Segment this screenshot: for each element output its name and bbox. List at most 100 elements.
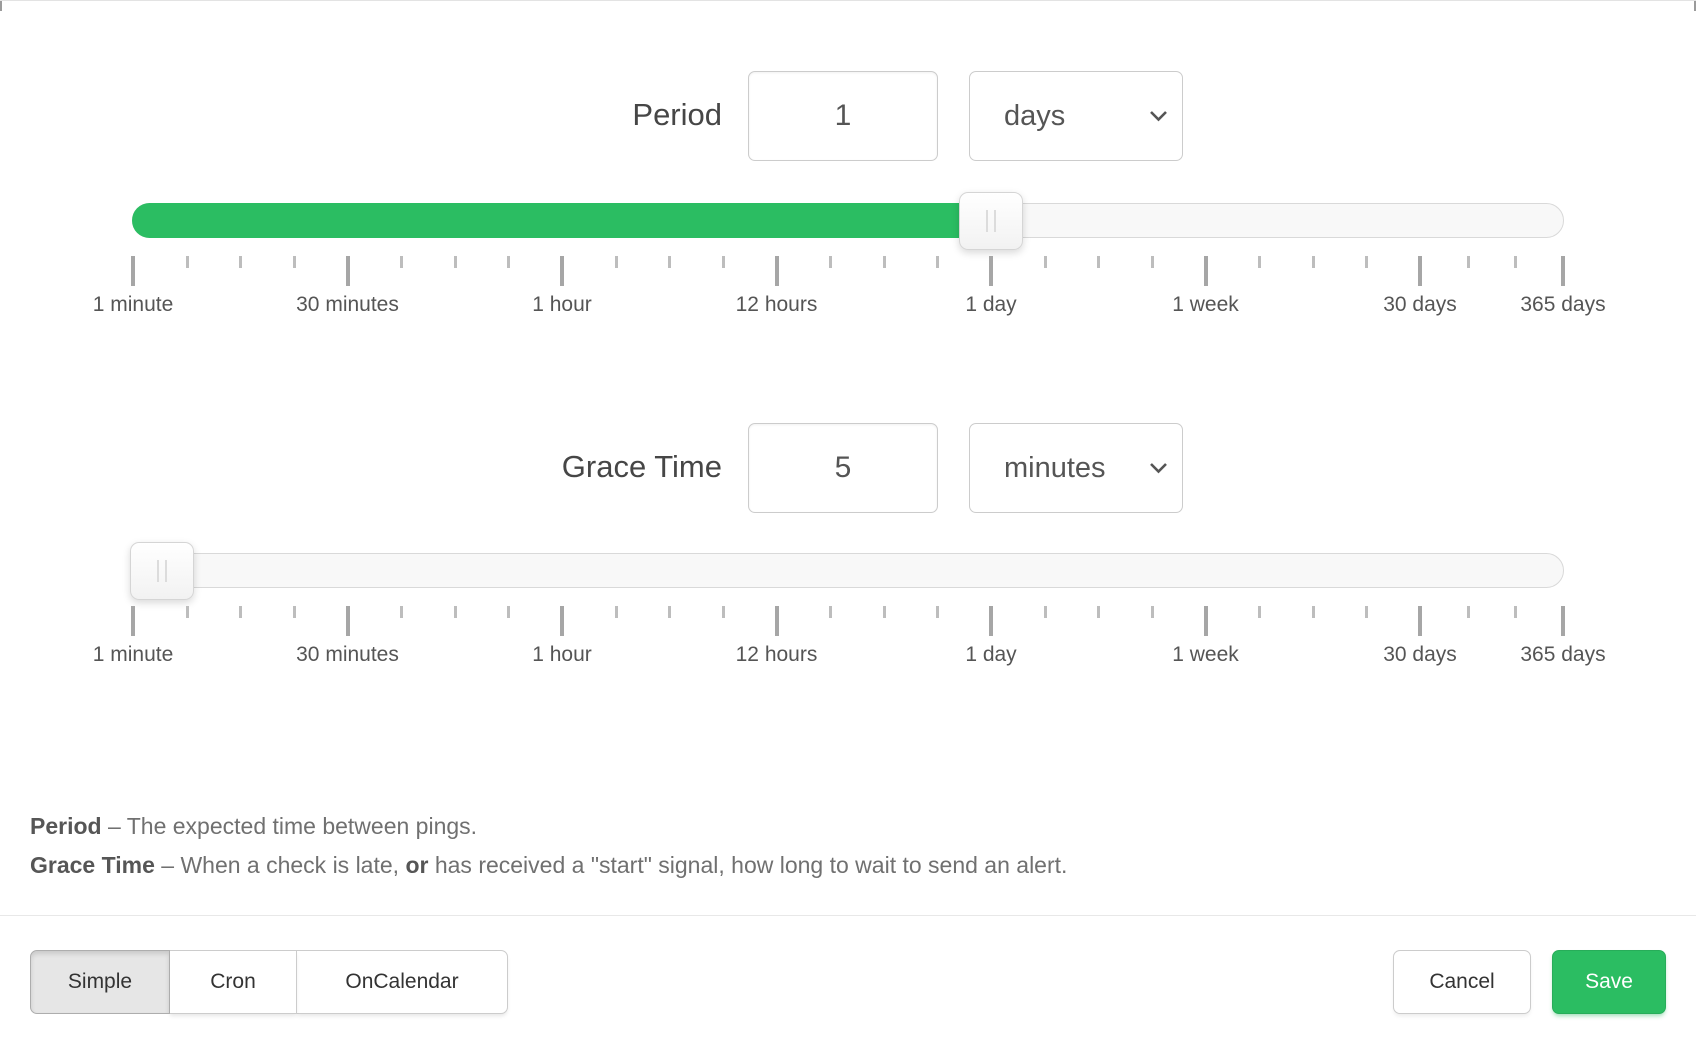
tick-minor (614, 256, 618, 268)
tick-major (1418, 606, 1422, 636)
tick-minor (1258, 606, 1262, 618)
tick-label: 1 hour (532, 293, 592, 316)
tick-major (1561, 606, 1565, 636)
tick-major (1203, 256, 1208, 286)
tick-major (1418, 256, 1422, 286)
tick-minor (936, 606, 940, 618)
tick-label: 1 minute (92, 293, 174, 316)
tick-label: 30 days (1383, 293, 1457, 316)
grace-help-line: Grace Time – When a check is late, or ha… (30, 846, 1067, 885)
save-button[interactable]: Save (1552, 950, 1666, 1014)
tick-minor (936, 256, 940, 268)
tick-minor (507, 256, 511, 268)
tick-minor (829, 256, 833, 268)
slider-tick-scale (131, 606, 1565, 638)
tick-major (989, 256, 993, 286)
tick-minor (1365, 256, 1369, 268)
tick-minor (400, 256, 404, 268)
tick-minor (185, 256, 189, 268)
tick-minor (614, 606, 618, 618)
tick-major (774, 256, 779, 286)
slider-fill (132, 203, 991, 238)
tick-minor (1466, 606, 1470, 618)
mode-oncalendar-button[interactable]: OnCalendar (296, 950, 508, 1014)
tick-minor (507, 606, 511, 618)
tick-label: 365 days (1520, 643, 1606, 666)
mode-cron-button[interactable]: Cron (169, 950, 297, 1014)
grace-slider[interactable]: 1 minute 30 minutes 1 hour 12 hours 1 day 1 w… (93, 542, 1606, 666)
tick-minor (1365, 606, 1369, 618)
tick-major (560, 606, 564, 636)
period-unit-select[interactable]: days (969, 71, 1183, 161)
modal-edge-right (1694, 1, 1696, 11)
grace-help-or: or (405, 852, 429, 878)
tick-label: 12 hours (735, 643, 818, 666)
tick-minor (1311, 256, 1315, 268)
cancel-button[interactable]: Cancel (1393, 950, 1531, 1014)
tick-minor (1097, 606, 1101, 618)
period-help-term: Period (30, 813, 102, 839)
period-label: Period (632, 97, 722, 132)
tick-minor (829, 606, 833, 618)
period-value-input[interactable] (748, 71, 938, 161)
tick-minor (453, 606, 457, 618)
tick-minor (239, 256, 243, 268)
modal-edge-left (0, 1, 2, 11)
tick-minor (1097, 256, 1101, 268)
tick-minor (1150, 606, 1154, 618)
tick-minor (882, 606, 886, 618)
tick-minor (1258, 256, 1262, 268)
tick-major (345, 256, 350, 286)
tick-label: 30 days (1383, 643, 1457, 666)
period-help-line: Period – The expected time between pings… (30, 807, 1067, 846)
tick-label: 365 days (1520, 293, 1606, 316)
tick-minor (721, 256, 725, 268)
slider-handle[interactable] (959, 192, 1023, 250)
tick-label: 30 minutes (296, 293, 399, 316)
grace-time-label: Grace Time (561, 449, 722, 484)
tick-minor (292, 606, 296, 618)
grace-help-term: Grace Time (30, 852, 155, 878)
tick-label: 30 minutes (296, 643, 399, 666)
slider-handle[interactable] (129, 542, 194, 600)
period-unit-select-wrap: days (969, 71, 1183, 161)
tick-minor (1150, 256, 1154, 268)
period-slider[interactable]: 1 minute 30 minutes 1 hour 12 hours 1 day 1 w… (93, 192, 1606, 316)
tick-minor (721, 606, 725, 618)
slider-tick-scale (131, 256, 1565, 288)
tick-label: 1 week (1172, 643, 1239, 666)
tick-minor (239, 606, 243, 618)
tick-minor (400, 606, 404, 618)
tick-major (989, 606, 993, 636)
grace-unit-select[interactable]: minutes (969, 423, 1183, 513)
tick-label: 1 week (1172, 293, 1239, 316)
help-text: Period – The expected time between pings… (30, 807, 1067, 885)
footer-divider (0, 915, 1696, 916)
tick-major (345, 606, 350, 636)
tick-major (131, 256, 135, 286)
tick-major (560, 256, 564, 286)
tick-major (774, 606, 779, 636)
grace-help-end: has received a "start" signal, how long … (428, 852, 1068, 878)
tick-minor (1311, 606, 1315, 618)
period-help-desc: – The expected time between pings. (101, 813, 478, 839)
tick-label: 12 hours (735, 293, 818, 316)
grace-unit-select-wrap: minutes (969, 423, 1183, 513)
tick-minor (1466, 256, 1470, 268)
tick-minor (1514, 606, 1518, 618)
tick-label: 1 hour (532, 643, 592, 666)
tick-minor (1043, 606, 1047, 618)
tick-minor (882, 256, 886, 268)
grace-help-mid: – When a check is late, (154, 852, 406, 878)
grace-value-input[interactable] (748, 423, 938, 513)
tick-label: 1 minute (92, 643, 174, 666)
tick-minor (1514, 256, 1518, 268)
tick-minor (185, 606, 189, 618)
tick-minor (1043, 256, 1047, 268)
tick-minor (668, 606, 672, 618)
grip-icon (986, 210, 996, 232)
mode-simple-button[interactable]: Simple (30, 950, 170, 1014)
tick-major (1203, 606, 1208, 636)
tick-minor (453, 256, 457, 268)
